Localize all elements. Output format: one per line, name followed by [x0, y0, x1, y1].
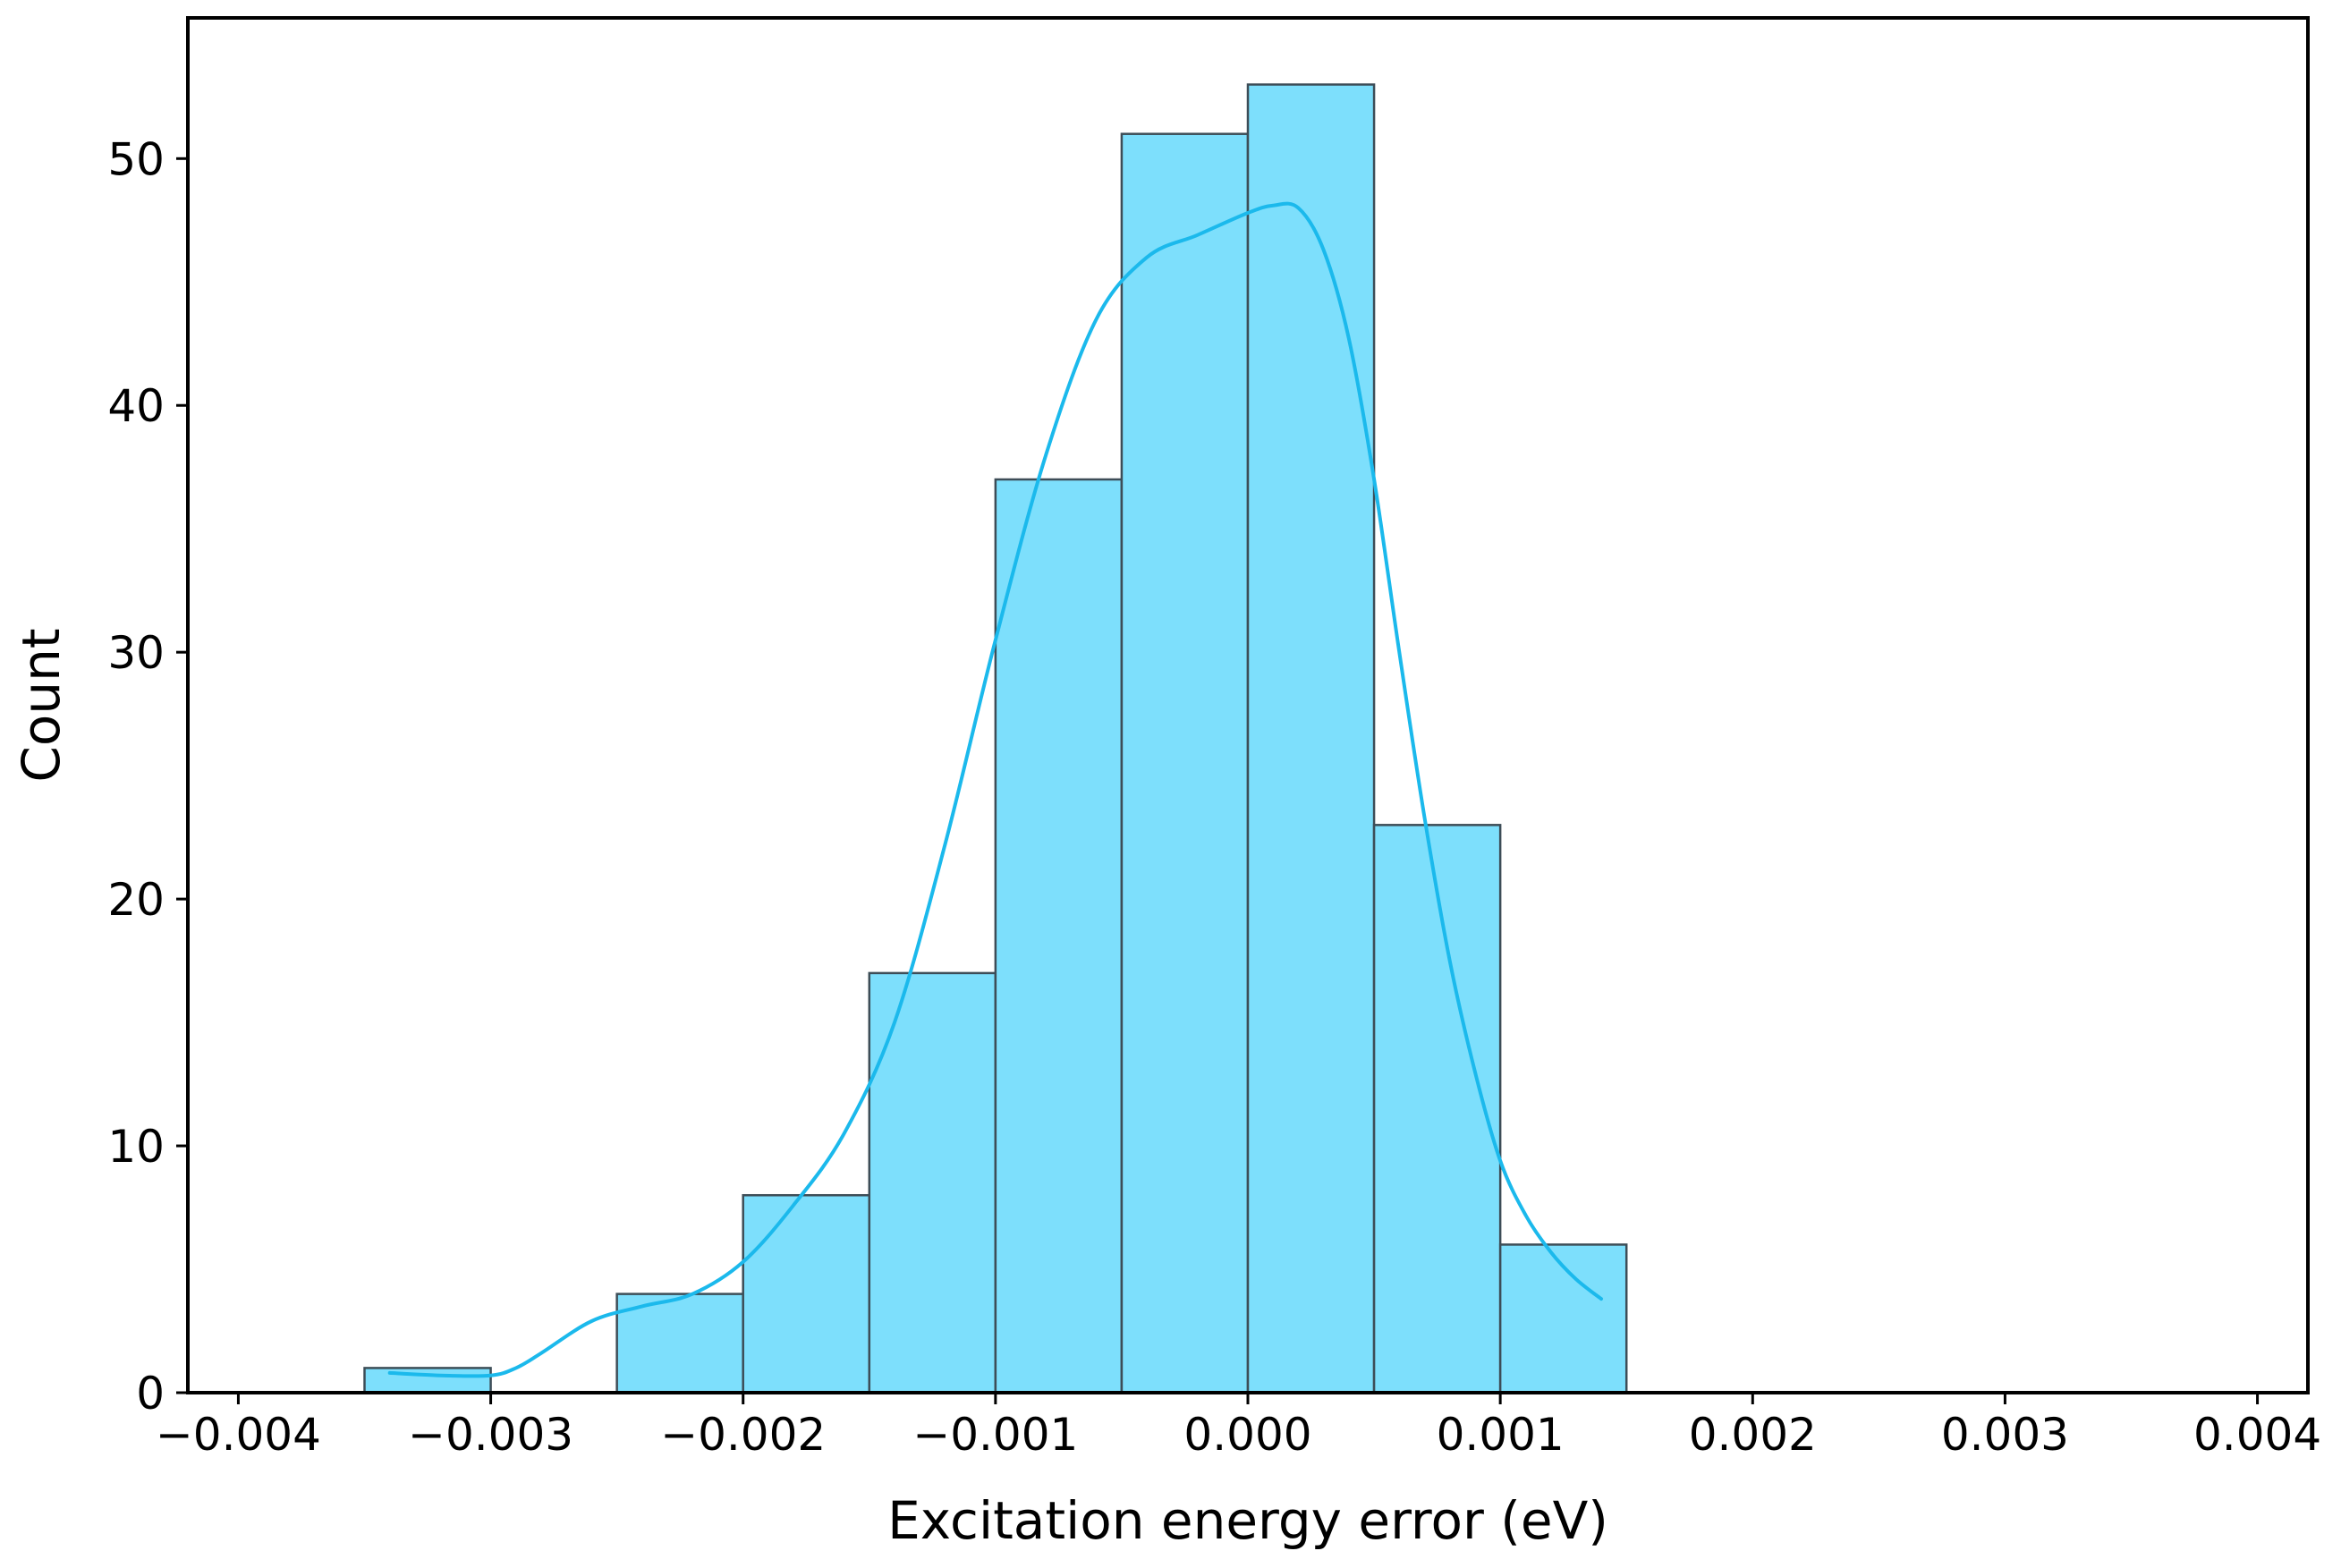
x-tick-label: 0.004	[2193, 1409, 2321, 1461]
x-tick-label: −0.001	[912, 1409, 1078, 1461]
histogram-bar-4	[868, 971, 997, 1394]
histogram-bar-9	[1498, 1243, 1628, 1394]
y-tick-label: 40	[107, 380, 165, 432]
x-tick-label: −0.002	[660, 1409, 826, 1461]
x-axis-ticks: −0.004 −0.003 −0.002 −0.001 0.000 0.001 0.002 0…	[156, 1393, 2321, 1461]
y-tick-label: 20	[107, 874, 165, 926]
x-tick-label: 0.001	[1437, 1409, 1565, 1461]
histogram-bar-8	[1372, 824, 1502, 1394]
histogram-bar-3	[742, 1193, 871, 1394]
x-tick-label: 0.002	[1689, 1409, 1817, 1461]
y-axis-label: Count	[11, 628, 72, 782]
y-tick-label: 30	[107, 627, 165, 679]
x-tick-label: 0.000	[1183, 1409, 1311, 1461]
histogram-bar-2	[615, 1293, 744, 1394]
y-tick-label: 0	[136, 1368, 165, 1420]
x-tick-label: −0.003	[408, 1409, 573, 1461]
histogram-bar-0	[363, 1367, 492, 1394]
x-axis-label: Excitation energy error (eV)	[887, 1490, 1608, 1551]
histogram-bar-7	[1246, 83, 1376, 1394]
x-tick-label: −0.004	[156, 1409, 321, 1461]
histogram-bar-6	[1120, 132, 1250, 1394]
x-tick-label: 0.003	[1941, 1409, 2069, 1461]
y-axis-ticks: 0 10 20 30 40 50	[107, 133, 188, 1420]
bars-layer	[363, 83, 1628, 1394]
histogram-bar-5	[994, 478, 1124, 1394]
y-tick-label: 50	[107, 133, 165, 185]
kde-curve	[387, 201, 1603, 1378]
y-tick-label: 10	[107, 1121, 165, 1173]
